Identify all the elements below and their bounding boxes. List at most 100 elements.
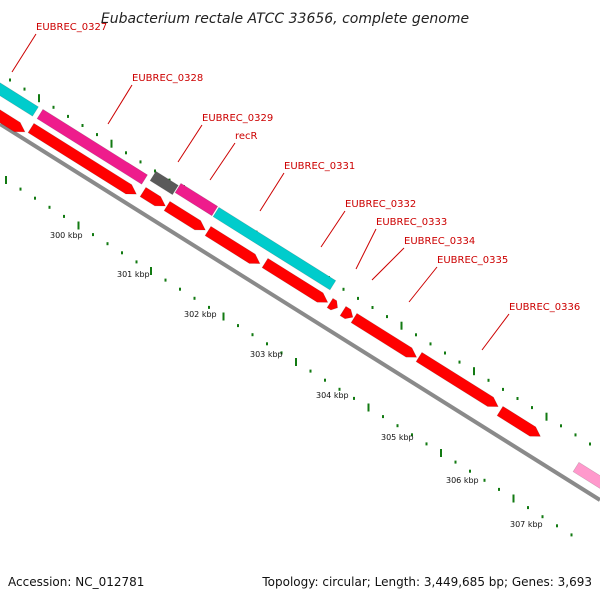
ruler-tick [411,433,413,437]
kbp-label: 301 kbp [117,270,150,279]
ruler-tick [81,124,84,127]
gene-label: EUBREC_0328 [132,73,203,84]
cds-arrow[interactable] [326,297,340,312]
ruler-tick [382,415,384,419]
ruler-tick [541,515,544,519]
ruler-tick [125,151,127,155]
cds-arrow[interactable] [204,225,263,268]
cds-arrow[interactable] [339,305,356,322]
ruler-tick [150,267,152,275]
callout-line [209,142,236,181]
backbone-line [0,122,600,502]
ruler-tick [19,187,22,191]
cds-arrow[interactable] [163,200,208,234]
callout-line [107,84,133,125]
ruler-tick [473,367,475,376]
ruler-tick [425,442,428,446]
ruler-tick [574,433,577,437]
cds-arrow[interactable] [261,257,331,307]
ruler-tick [400,321,403,330]
ruler-tick [48,205,51,209]
ruler-tick [415,333,417,337]
gene-label: EUBREC_0332 [345,199,416,210]
ruler-tick [502,387,504,391]
ruler-tick [193,296,196,300]
ruler-tick [487,378,490,382]
ruler-tick [251,333,254,337]
accession-text: Accession: NC_012781 [8,575,144,589]
ruler-tick [121,251,123,255]
ruler-tick [96,133,98,137]
kbp-label: 306 kbp [446,476,479,485]
ruler-tick [444,351,446,355]
ruler-tick [483,478,486,482]
ruler-tick [353,396,355,400]
ruler-tick [23,87,26,91]
ruler-tick [266,342,268,346]
kbp-label: 302 kbp [184,310,217,319]
kbp-label: 304 kbp [316,391,349,400]
feature-bar-magenta[interactable] [36,108,148,185]
ruler-tick [560,424,562,428]
kbp-label: 307 kbp [510,520,543,529]
ruler-tick [110,139,113,148]
cds-arrow[interactable] [415,351,501,411]
ruler-tick [9,78,11,82]
ruler-tick [222,312,225,321]
ruler-tick [38,94,40,103]
feature-bar-pink[interactable] [572,461,600,494]
ruler-tick [92,233,94,237]
callout-line [408,266,438,303]
callout-line [371,247,405,281]
cds-arrow[interactable] [496,405,543,441]
ruler-tick [5,176,7,184]
summary-text: Topology: circular; Length: 3,449,685 bp… [261,575,592,589]
gene-label: EUBREC_0327 [36,22,107,33]
ruler-tick [342,287,345,291]
ruler-tick [589,442,591,446]
ruler-tick [135,260,138,264]
position-labels: 300 kbp 301 kbp 302 kbp 303 kbp 304 kbp 305 k… [50,231,543,529]
ruler-tick [458,360,461,364]
cds-arrow[interactable] [350,312,419,362]
feature-bar-cyan[interactable] [212,206,337,291]
feature-bar-cyan[interactable] [0,77,39,117]
cds-arrow[interactable] [0,104,28,136]
cds-arrow[interactable] [139,186,168,210]
gene-label-callouts: EUBREC_0327 EUBREC_0328 EUBREC_0329 recR EUB… [11,22,580,351]
gene-label: EUBREC_0331 [284,161,355,172]
ruler-tick [67,114,69,118]
ruler-tick [77,221,80,230]
gene-label: EUBREC_0335 [437,255,508,266]
ruler-tick [324,378,326,382]
ruler-tick [179,287,181,291]
ruler-tick [52,105,55,109]
gene-label: EUBREC_0333 [376,217,447,228]
cds-arrow[interactable] [27,122,139,198]
gene-label: EUBREC_0329 [202,113,273,124]
gene-label: recR [235,131,258,142]
ruler-tick [367,403,370,412]
ruler-tick [139,160,142,164]
ruler-tick [338,387,341,391]
ruler-tick [208,305,210,309]
ruler-tick [396,424,399,428]
ruler-tick [556,524,558,528]
callout-line [177,124,203,163]
ruler-tick [164,278,167,282]
gene-label: EUBREC_0334 [404,236,475,247]
ruler-tick [280,351,283,355]
ruler-tick [527,506,529,510]
callout-line [11,33,37,73]
ruler-tick [386,315,388,319]
feature-bar-magenta[interactable] [174,182,219,217]
feature-bar-gray[interactable] [149,170,179,196]
callout-line [320,210,346,248]
gene-label: EUBREC_0336 [509,302,580,313]
kbp-label: 300 kbp [50,231,83,240]
map-title: Eubacterium rectale ATCC 33656, complete… [101,11,469,27]
ruler-tick [357,296,359,300]
ruler-tick [498,487,500,491]
ruler-tick [295,358,297,366]
